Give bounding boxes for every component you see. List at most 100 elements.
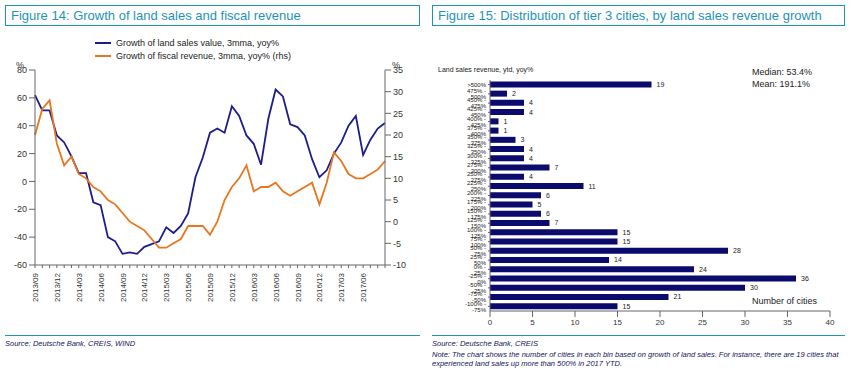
svg-text:4: 4 [529, 155, 533, 162]
svg-text:25: 25 [698, 318, 707, 327]
svg-text:1: 1 [504, 127, 508, 134]
svg-text:2013/09: 2013/09 [31, 272, 40, 301]
html-text:275%: 275% [470, 177, 486, 184]
svg-text:11: 11 [589, 183, 596, 190]
html-text:Growth of land sales value, 3m: Growth of land sales value, 3mma, yoy% [116, 37, 280, 48]
svg-text:2014/09: 2014/09 [119, 272, 128, 301]
html-text:250% -: 250% - [467, 171, 486, 178]
svg-text:24: 24 [699, 266, 707, 273]
svg-text:2014/12: 2014/12 [140, 272, 149, 301]
svg-text:36: 36 [801, 275, 809, 282]
svg-text:-10: -10 [393, 260, 406, 270]
html-text:425%: 425% [470, 121, 486, 128]
svg-text:4: 4 [529, 146, 533, 153]
svg-text:40: 40 [826, 318, 835, 327]
svg-text:2016/03: 2016/03 [250, 272, 259, 301]
svg-text:30: 30 [741, 318, 750, 327]
svg-text:28: 28 [733, 247, 741, 254]
svg-text:60: 60 [17, 93, 27, 103]
svg-text:7: 7 [555, 164, 559, 171]
svg-text:80: 80 [17, 65, 27, 75]
svg-text:3: 3 [521, 136, 525, 143]
svg-text:6: 6 [546, 210, 550, 217]
html-text:Land sales revenue, ytd, yoy%: Land sales revenue, ytd, yoy% [438, 66, 534, 73]
svg-text:-5: -5 [393, 239, 401, 249]
svg-text:2015/09: 2015/09 [206, 272, 215, 301]
svg-text:1: 1 [504, 118, 508, 125]
html-text:225% -: 225% - [467, 180, 486, 187]
html-text:350% -: 350% - [467, 134, 486, 141]
svg-text:4: 4 [529, 109, 533, 116]
svg-text:5: 5 [393, 195, 398, 205]
html-text:450% -: 450% - [467, 97, 486, 104]
svg-text:2015/03: 2015/03 [162, 272, 171, 301]
html-text:Mean: 191.1%: Mean: 191.1% [752, 79, 810, 89]
svg-text:-40: -40 [14, 232, 27, 242]
svg-text:2015/12: 2015/12 [228, 272, 237, 301]
svg-text:30: 30 [393, 87, 403, 97]
html-text:325%: 325% [470, 158, 486, 165]
svg-text:2014/03: 2014/03 [75, 272, 84, 301]
svg-text:>500%: >500% [467, 82, 487, 88]
svg-text:2013/12: 2013/12 [53, 272, 62, 301]
html-text:Median: 53.4%: Median: 53.4% [752, 67, 812, 77]
svg-text:10: 10 [571, 318, 580, 327]
svg-text:35: 35 [393, 65, 403, 75]
svg-text:0: 0 [393, 217, 398, 227]
svg-text:10: 10 [393, 174, 403, 184]
html-text:300% -: 300% - [467, 152, 486, 159]
svg-text:6: 6 [546, 192, 550, 199]
svg-text:0: 0 [22, 177, 27, 187]
svg-text:-100% --75%: -100% --75% [465, 301, 487, 313]
svg-text:2015/06: 2015/06 [184, 272, 193, 301]
svg-text:19: 19 [657, 81, 665, 88]
svg-text:15: 15 [623, 238, 631, 245]
svg-text:14: 14 [614, 256, 622, 263]
svg-text:2017/03: 2017/03 [337, 272, 346, 301]
svg-text:21: 21 [674, 293, 682, 300]
html-text:350%: 350% [470, 149, 486, 156]
html-text:Source: Deutsche Bank, CREIS,: Source: Deutsche Bank, CREIS, WIND [5, 339, 135, 348]
html-text:Number of cities: Number of cities [752, 296, 817, 306]
svg-text:2016/09: 2016/09 [294, 272, 303, 301]
svg-text:15: 15 [613, 318, 622, 327]
html-text:300%: 300% [470, 167, 486, 174]
svg-text:4: 4 [529, 173, 533, 180]
svg-text:-60: -60 [14, 260, 27, 270]
svg-text:-20: -20 [14, 204, 27, 214]
svg-text:5: 5 [530, 318, 535, 327]
html-text:425% -: 425% - [467, 106, 486, 113]
svg-text:15: 15 [623, 229, 631, 236]
html-text:Figure 15: Distribution of tie: Figure 15: Distribution of tier 3 cities… [438, 8, 822, 23]
html-text:450%: 450% [470, 112, 486, 119]
svg-text:40: 40 [17, 121, 27, 131]
svg-text:25: 25 [393, 109, 403, 119]
svg-text:2016/06: 2016/06 [272, 272, 281, 301]
html-text:Note: The chart shows the numb: Note: The chart shows the number of citi… [432, 350, 839, 368]
svg-text:35: 35 [783, 318, 792, 327]
svg-text:15: 15 [623, 303, 631, 310]
html-text:475%: 475% [470, 103, 486, 110]
html-text:400% -: 400% - [467, 115, 486, 122]
svg-text:7: 7 [555, 219, 559, 226]
svg-text:20: 20 [656, 318, 665, 327]
html-text:375% -: 375% - [467, 124, 486, 131]
html-text:375%: 375% [470, 140, 486, 147]
html-text:Source: Deutsche Bank, CREIS: Source: Deutsche Bank, CREIS [432, 339, 538, 348]
svg-text:30: 30 [750, 284, 758, 291]
svg-text:5: 5 [538, 201, 542, 208]
html-text:Figure 14: Growth of land sale: Figure 14: Growth of land sales and fisc… [11, 8, 301, 23]
html-text:Growth of fiscal revenue, 3mma: Growth of fiscal revenue, 3mma, yoy% (rh… [116, 50, 292, 61]
html-text:275% -: 275% - [467, 161, 486, 168]
svg-text:2: 2 [512, 90, 516, 97]
svg-text:2014/06: 2014/06 [97, 272, 106, 301]
svg-text:20: 20 [393, 130, 403, 140]
svg-text:20: 20 [17, 149, 27, 159]
svg-text:15: 15 [393, 152, 403, 162]
html-text:325% -: 325% - [467, 143, 486, 150]
svg-text:2017/06: 2017/06 [359, 272, 368, 301]
svg-text:2016/12: 2016/12 [315, 272, 324, 301]
svg-text:0: 0 [488, 318, 493, 327]
svg-text:4: 4 [529, 99, 533, 106]
html-text:400%: 400% [470, 130, 486, 137]
